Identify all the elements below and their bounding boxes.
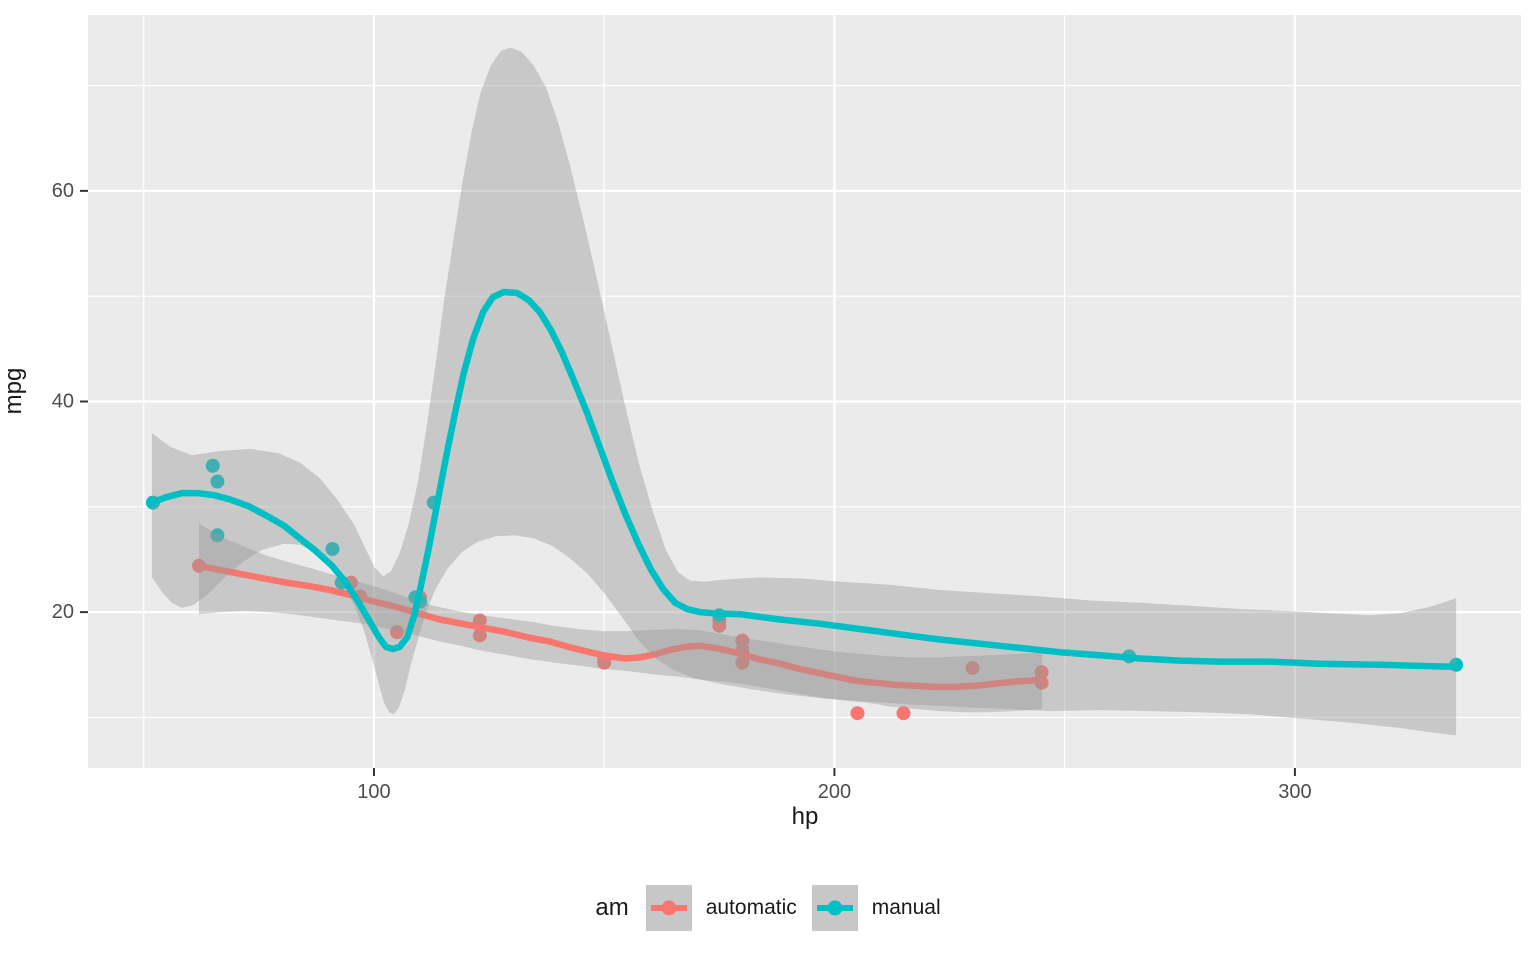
legend-key-manual-icon [811,885,858,931]
y-tick-label: 20 [52,601,74,623]
y-tick-label: 60 [52,180,74,202]
data-point-automatic [965,660,980,675]
data-point-automatic [735,655,750,670]
data-point-manual [205,458,220,473]
x-tick-label: 100 [357,781,390,803]
data-point-automatic [389,625,404,640]
legend-item-manual: manual [811,885,941,931]
data-point-automatic [1034,665,1049,680]
plot-panel [88,15,1521,768]
x-axis-title: hp [791,803,819,830]
data-point-manual [325,541,340,556]
data-point-automatic [896,706,911,721]
legend-label-automatic: automatic [705,896,797,919]
y-axis-title: mpg [0,367,27,415]
x-tick-label: 300 [1278,781,1311,803]
smooth-line-automatic [195,562,1046,691]
legend-label-manual: manual [871,896,941,919]
ribbon-automatic [199,523,1043,713]
ribbon-manual [152,47,1457,736]
legend-key-automatic-icon [645,885,692,931]
legend-item-automatic: automatic [645,885,797,931]
data-point-automatic [850,706,865,721]
data-point-automatic [472,628,487,643]
legend: am automatic manual [0,882,1536,934]
data-point-manual [210,528,225,543]
legend-title: am [595,894,629,921]
smooth-line-manual [148,288,1460,671]
y-tick-label: 40 [52,391,74,413]
data-point-automatic [735,633,750,648]
chart-svg: 100 200 300 20 40 60 [52,15,1521,803]
x-tick-label: 200 [818,781,851,803]
data-point-manual [210,474,225,489]
